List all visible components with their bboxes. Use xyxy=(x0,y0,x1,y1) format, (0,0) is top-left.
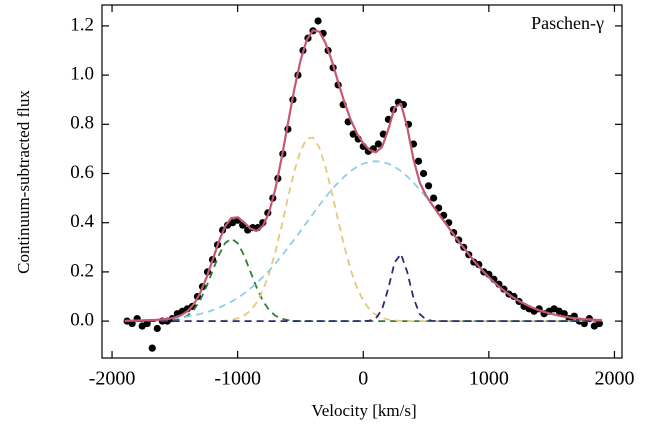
y-axis-label: Continuum-subtracted flux xyxy=(14,90,33,274)
data-point xyxy=(314,17,322,25)
fit-curve xyxy=(124,29,602,322)
data-point xyxy=(153,324,161,333)
x-tick-label: -2000 xyxy=(89,368,136,390)
y-tick-label: 1.0 xyxy=(70,63,94,84)
data-point xyxy=(424,182,433,190)
x-axis-label: Velocity [km/s] xyxy=(311,401,416,420)
plot-frame xyxy=(101,4,623,359)
x-tick-label: 0 xyxy=(358,368,368,390)
component-curve xyxy=(124,237,602,322)
component-curve xyxy=(124,160,602,322)
data-point xyxy=(349,130,357,138)
x-tick-label: 2000 xyxy=(594,368,634,390)
data-point xyxy=(419,169,428,178)
data-point xyxy=(414,157,423,165)
data-point xyxy=(429,194,438,202)
y-tick-label: 0.0 xyxy=(70,309,94,330)
data-point xyxy=(148,344,156,352)
data-point xyxy=(374,140,382,148)
y-tick-label: 0.4 xyxy=(70,211,94,232)
x-tick-label: -1000 xyxy=(214,368,261,390)
y-tick-label: 0.2 xyxy=(70,260,94,281)
y-tick-label: 0.6 xyxy=(70,162,94,183)
plot-area xyxy=(123,17,603,352)
x-tick-label: 1000 xyxy=(469,368,509,390)
annotation: Paschen-γ xyxy=(531,13,604,33)
y-tick-label: 0.8 xyxy=(70,113,94,134)
y-tick-label: 1.2 xyxy=(70,14,94,35)
